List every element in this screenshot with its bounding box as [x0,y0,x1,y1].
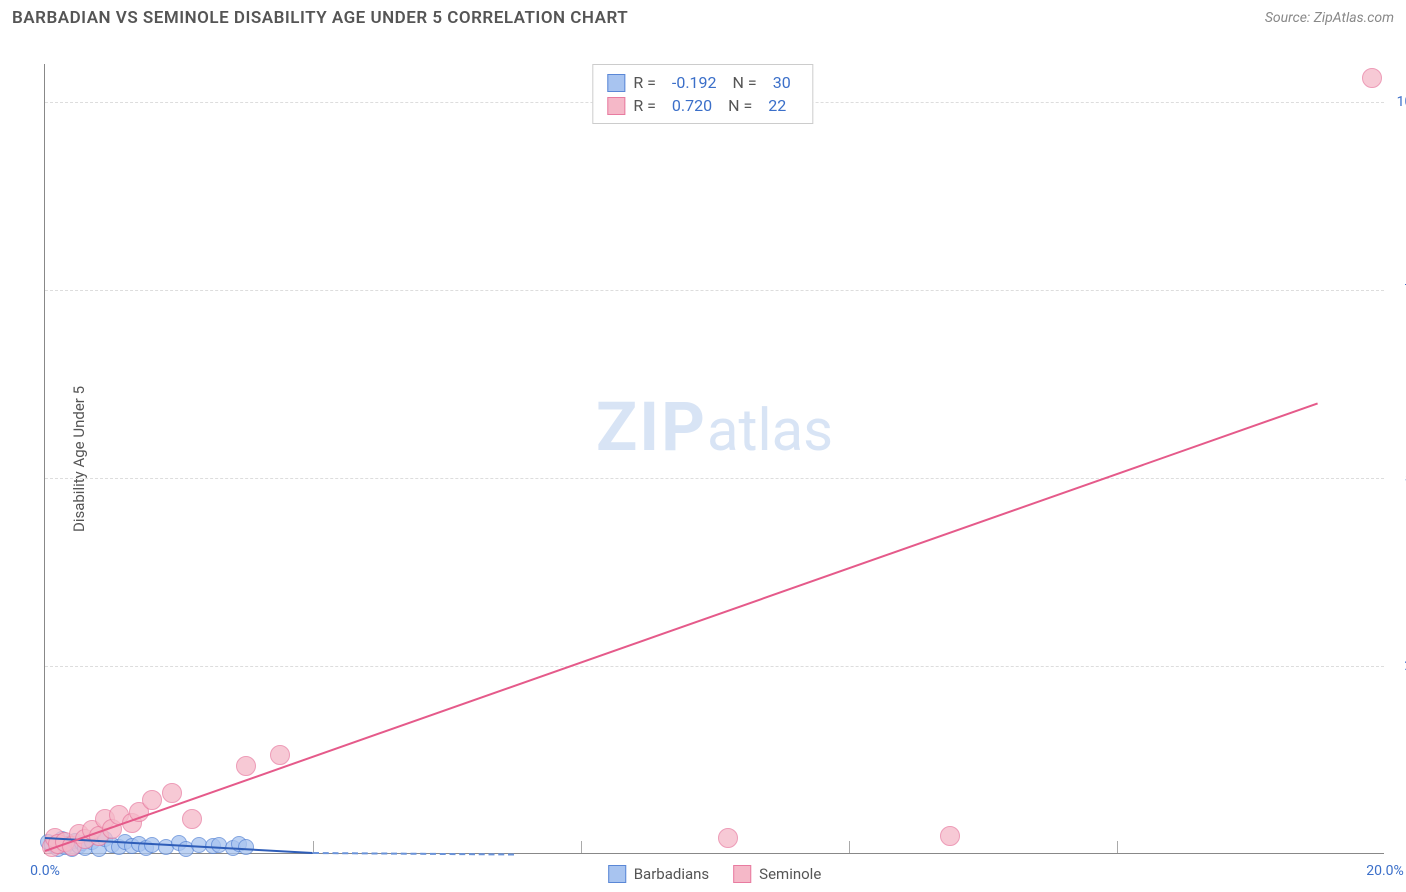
stat-r-value: -0.192 [664,73,725,92]
legend-item-seminole: Seminole [733,865,821,883]
legend-item-barbadians: Barbadians [608,865,709,883]
watermark-zip: ZIP [596,387,707,467]
stat-n-value: 30 [765,73,799,92]
chart-source: Source: ZipAtlas.com [1265,10,1394,26]
x-tick-label: 20.0% [1366,863,1404,879]
data-point [236,756,256,776]
trend-line-dashed [313,852,514,856]
stat-n-value: 22 [760,96,794,115]
chart-container: Disability Age Under 5 ZIPatlas Barbadia… [0,34,1406,884]
data-point [142,790,162,810]
data-point [270,745,290,765]
watermark: ZIPatlas [596,387,833,467]
gridline-horizontal [45,478,1384,479]
gridline-horizontal [45,666,1384,667]
plot-area: ZIPatlas Barbadians Seminole 25.0%50.0%7… [44,64,1384,854]
x-tick-minor [849,841,850,853]
data-point [940,826,960,846]
legend-row-seminole: R = 0.720 N = 22 [607,94,798,117]
legend-label: Barbadians [634,865,709,883]
legend-row-barbadians: R = -0.192 N = 30 [607,71,798,94]
x-tick-minor [581,841,582,853]
stat-n-label: N = [733,73,757,92]
chart-title: BARBADIAN VS SEMINOLE DISABILITY AGE UND… [12,8,628,28]
legend-swatch-icon [608,865,626,883]
legend-top: R = -0.192 N = 30 R = 0.720 N = 22 [592,64,813,124]
x-tick-minor [1117,841,1118,853]
stat-r-label: R = [633,96,656,115]
trend-line [45,403,1319,853]
watermark-atlas: atlas [707,397,833,465]
stat-r-label: R = [633,73,656,92]
y-tick-label: 100.0% [1397,94,1406,110]
stat-r-value: 0.720 [664,96,720,115]
chart-header: BARBADIAN VS SEMINOLE DISABILITY AGE UND… [0,0,1406,34]
legend-bottom: Barbadians Seminole [608,865,822,883]
data-point [1362,68,1382,88]
data-point [718,828,738,848]
legend-label: Seminole [759,865,821,883]
legend-swatch-icon [607,97,625,115]
legend-swatch-icon [607,74,625,92]
stat-n-label: N = [728,96,752,115]
x-tick-label: 0.0% [30,863,60,879]
data-point [162,783,182,803]
gridline-horizontal [45,290,1384,291]
legend-swatch-icon [733,865,751,883]
data-point [182,809,202,829]
